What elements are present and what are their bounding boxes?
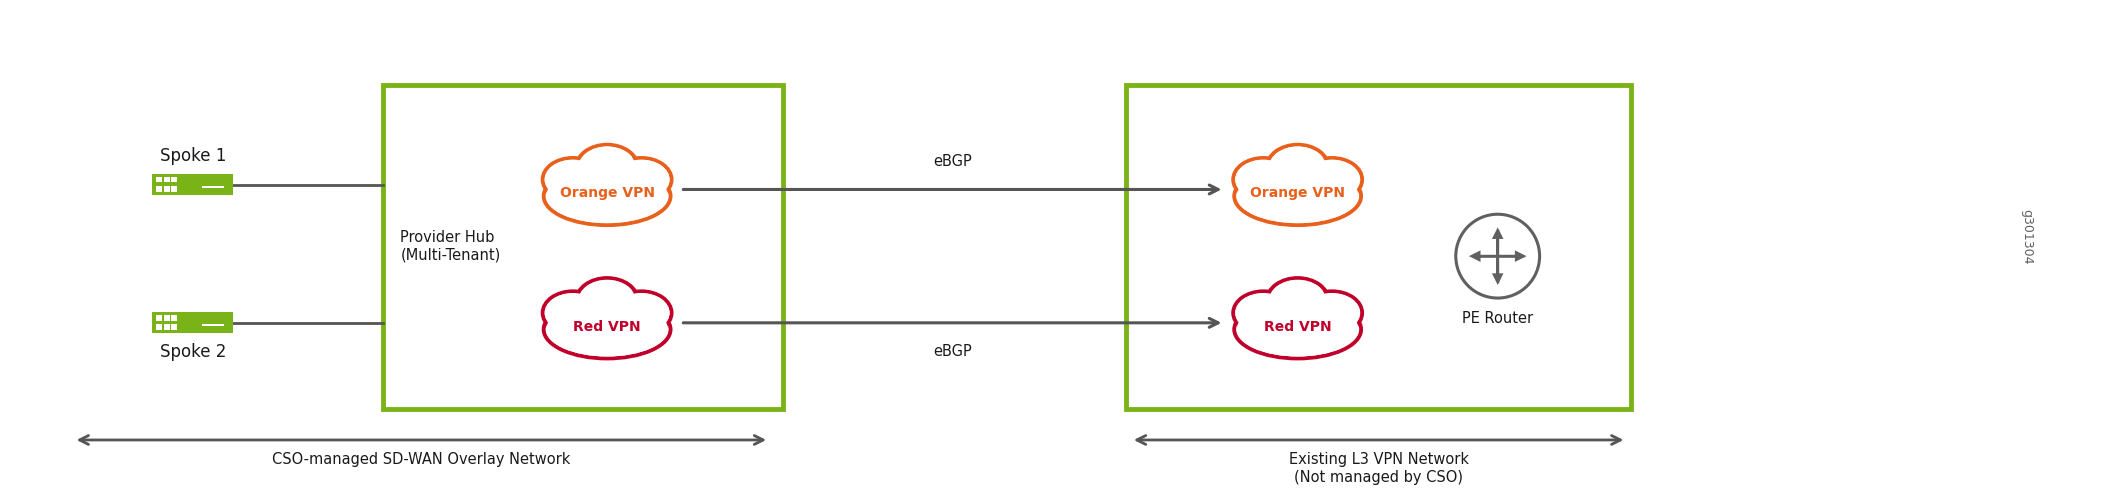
Text: Provider Hub
(Multi-Tenant): Provider Hub (Multi-Tenant) — [401, 230, 500, 263]
Ellipse shape — [1267, 145, 1328, 190]
Ellipse shape — [613, 160, 670, 199]
Ellipse shape — [546, 169, 668, 223]
Ellipse shape — [1233, 300, 1361, 358]
Text: CSO-managed SD-WAN Overlay Network: CSO-managed SD-WAN Overlay Network — [273, 452, 571, 467]
Ellipse shape — [613, 293, 670, 333]
Ellipse shape — [1233, 167, 1361, 225]
Bar — [170, 186, 176, 192]
Bar — [155, 177, 162, 182]
Ellipse shape — [1269, 146, 1326, 189]
Text: Spoke 1: Spoke 1 — [160, 147, 227, 164]
Ellipse shape — [1269, 280, 1326, 322]
Bar — [212, 324, 223, 326]
Text: eBGP: eBGP — [933, 344, 973, 359]
FancyArrow shape — [1494, 256, 1502, 282]
Bar — [151, 174, 233, 195]
Bar — [164, 315, 170, 321]
Ellipse shape — [542, 291, 603, 334]
Ellipse shape — [1303, 158, 1361, 201]
Text: Red VPN: Red VPN — [1265, 320, 1332, 333]
Bar — [164, 324, 170, 330]
Bar — [151, 312, 233, 333]
Ellipse shape — [1235, 293, 1292, 333]
Bar — [164, 186, 170, 192]
Ellipse shape — [544, 300, 670, 358]
Bar — [170, 177, 176, 182]
Ellipse shape — [1303, 291, 1361, 334]
Circle shape — [1456, 214, 1540, 298]
FancyBboxPatch shape — [1126, 84, 1630, 409]
Bar — [170, 315, 176, 321]
Ellipse shape — [1237, 302, 1359, 356]
Ellipse shape — [546, 302, 668, 356]
Bar — [170, 324, 176, 330]
Text: Orange VPN: Orange VPN — [1250, 186, 1345, 200]
FancyBboxPatch shape — [382, 84, 784, 409]
FancyArrow shape — [1494, 230, 1502, 256]
Ellipse shape — [542, 158, 603, 201]
Text: Existing L3 VPN Network
(Not managed by CSO): Existing L3 VPN Network (Not managed by … — [1288, 452, 1469, 485]
Ellipse shape — [544, 167, 670, 225]
Ellipse shape — [1233, 158, 1294, 201]
Text: eBGP: eBGP — [933, 154, 973, 168]
Ellipse shape — [1235, 160, 1292, 199]
Ellipse shape — [1305, 293, 1359, 333]
Ellipse shape — [1233, 291, 1294, 334]
Ellipse shape — [576, 145, 639, 190]
Ellipse shape — [1267, 278, 1328, 324]
Ellipse shape — [1305, 160, 1359, 199]
Ellipse shape — [544, 293, 601, 333]
Ellipse shape — [611, 291, 672, 334]
Text: Spoke 2: Spoke 2 — [160, 343, 227, 361]
Ellipse shape — [578, 146, 637, 189]
Text: Red VPN: Red VPN — [574, 320, 641, 333]
Text: g301304: g301304 — [2019, 209, 2034, 264]
Bar — [155, 186, 162, 192]
Ellipse shape — [576, 278, 639, 324]
Bar — [212, 186, 223, 188]
FancyArrow shape — [1498, 252, 1523, 260]
Bar — [155, 315, 162, 321]
Bar — [202, 186, 212, 188]
FancyArrow shape — [1471, 252, 1498, 260]
Text: PE Router: PE Router — [1462, 311, 1534, 327]
Bar — [155, 324, 162, 330]
Bar — [164, 177, 170, 182]
Ellipse shape — [611, 158, 672, 201]
Text: Orange VPN: Orange VPN — [559, 186, 656, 200]
Ellipse shape — [1237, 169, 1359, 223]
Bar — [202, 324, 212, 326]
Ellipse shape — [578, 280, 637, 322]
Ellipse shape — [544, 160, 601, 199]
